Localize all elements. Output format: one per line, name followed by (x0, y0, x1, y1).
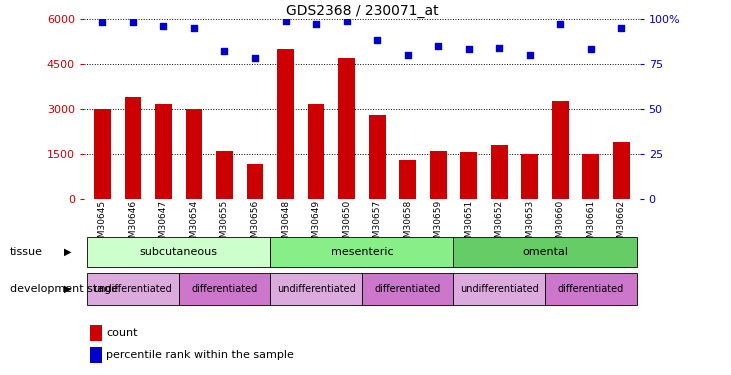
Bar (545, 273, 637, 305)
Text: ▶: ▶ (64, 247, 72, 257)
Point (249, 56, 261, 62)
Point (219, 48, 230, 54)
Bar (368, 115, 385, 199)
Bar (362, 273, 453, 305)
Text: tissue: tissue (10, 247, 42, 257)
Title: GDS2368 / 230071_at: GDS2368 / 230071_at (286, 4, 438, 18)
Text: undifferentiated: undifferentiated (276, 284, 355, 294)
Point (310, 21, 322, 27)
Text: omental: omental (522, 247, 568, 257)
Bar (186, 109, 202, 199)
Text: differentiated: differentiated (558, 284, 624, 294)
Point (432, 43, 444, 49)
Bar (430, 151, 447, 199)
Text: undifferentiated: undifferentiated (460, 284, 539, 294)
Bar (94, 109, 111, 199)
Point (554, 21, 566, 27)
Bar (155, 104, 172, 199)
Point (371, 38, 383, 44)
Text: development stage: development stage (10, 284, 118, 294)
Point (493, 45, 505, 51)
Point (463, 46, 474, 53)
Bar (216, 151, 233, 199)
Bar (270, 237, 453, 267)
Text: subcutaneous: subcutaneous (140, 247, 218, 257)
Bar (270, 273, 362, 305)
Bar (461, 152, 477, 199)
Point (158, 23, 170, 29)
Bar (491, 145, 507, 199)
Bar (87, 273, 178, 305)
Point (341, 18, 352, 24)
Bar (399, 160, 416, 199)
Bar (308, 104, 325, 199)
Point (188, 25, 200, 31)
Point (402, 52, 414, 58)
Bar (90, 347, 102, 363)
Text: count: count (106, 328, 137, 338)
Point (127, 20, 139, 26)
Bar (124, 97, 141, 199)
Bar (521, 154, 538, 199)
Point (616, 25, 627, 31)
Point (524, 52, 536, 58)
Bar (583, 154, 599, 199)
Bar (613, 142, 629, 199)
Text: undifferentiated: undifferentiated (94, 284, 173, 294)
Text: differentiated: differentiated (374, 284, 441, 294)
Text: differentiated: differentiated (192, 284, 257, 294)
Bar (453, 273, 545, 305)
Bar (453, 237, 637, 267)
Bar (552, 101, 569, 199)
Point (280, 18, 292, 24)
Bar (178, 273, 270, 305)
Text: percentile rank within the sample: percentile rank within the sample (106, 350, 294, 360)
Point (96, 20, 108, 26)
Bar (277, 49, 294, 199)
Bar (338, 58, 355, 199)
Bar (87, 237, 270, 267)
Bar (246, 164, 263, 199)
Text: ▶: ▶ (64, 284, 72, 294)
Text: mesenteric: mesenteric (330, 247, 393, 257)
Bar (90, 325, 102, 340)
Point (585, 46, 596, 53)
